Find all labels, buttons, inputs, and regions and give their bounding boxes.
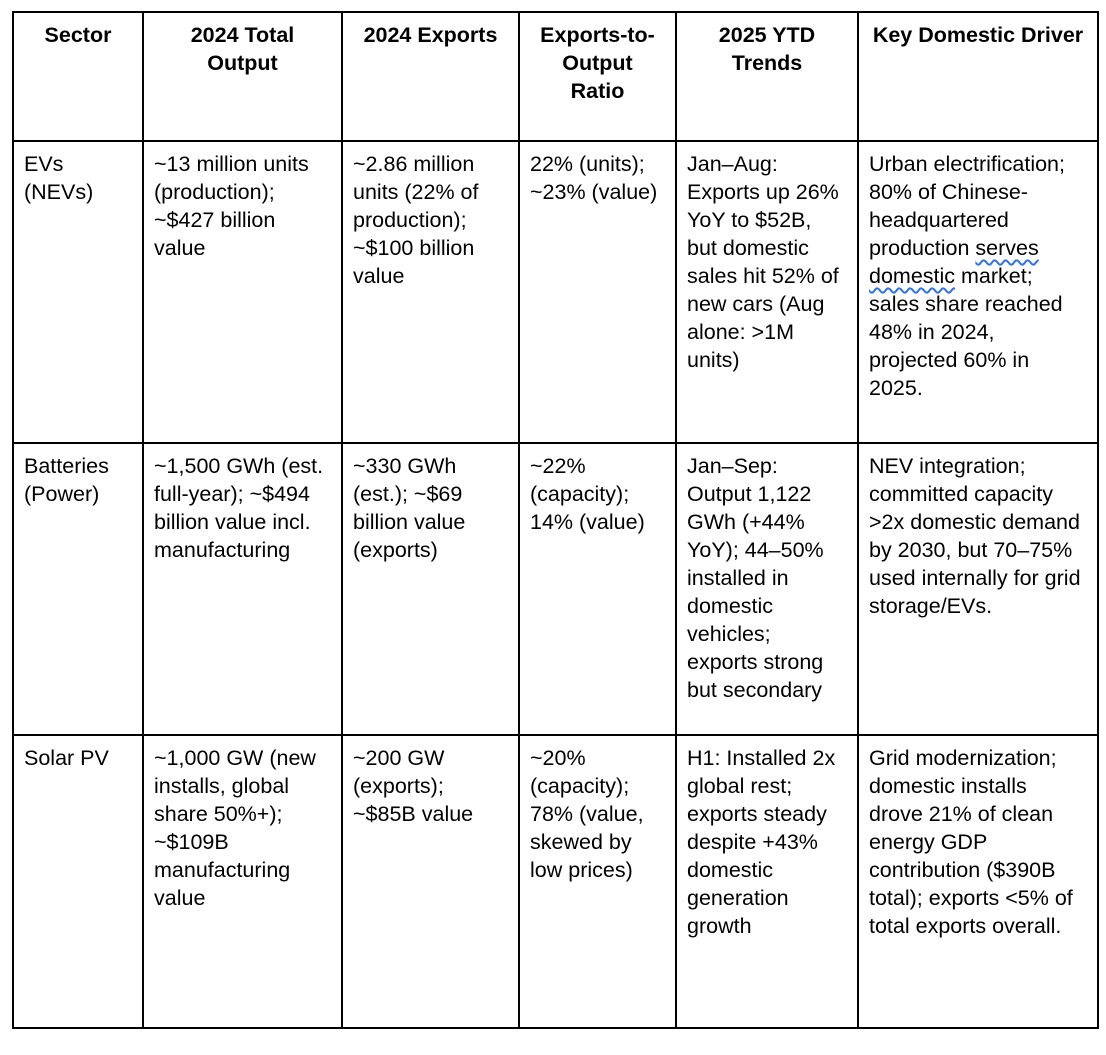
sector-comparison-table: Sector 2024 Total Output 2024 Exports Ex…	[12, 11, 1099, 1029]
cell-evs-exports[interactable]: ~2.86 million units (22% of production);…	[341, 140, 520, 444]
cell-batteries-total-output[interactable]: ~1,500 GWh (est. full-year); ~$494 billi…	[142, 442, 343, 736]
cell-evs-ratio[interactable]: 22% (units); ~23% (value)	[518, 140, 677, 444]
col-header-ytd-trends-label: 2025 YTD Trends	[718, 23, 816, 75]
misspelled-word: serves	[975, 236, 1039, 260]
col-header-exports-to-output-ratio[interactable]: Exports-to-Output Ratio	[518, 11, 677, 142]
cell-batteries-sector[interactable]: Batteries (Power)	[12, 442, 144, 736]
col-header-exports[interactable]: 2024 Exports	[341, 11, 520, 142]
row-evs: EVs (NEVs) ~13 million units (production…	[12, 140, 1099, 444]
col-header-total-output[interactable]: 2024 Total Output	[142, 11, 343, 142]
cell-evs-total-output[interactable]: ~13 million units (production); ~$427 bi…	[142, 140, 343, 444]
header-row: Sector 2024 Total Output 2024 Exports Ex…	[12, 11, 1099, 142]
cell-evs-ytd-trends[interactable]: Jan–Aug: Exports up 26% YoY to $52B, but…	[675, 140, 859, 444]
row-batteries: Batteries (Power) ~1,500 GWh (est. full-…	[12, 442, 1099, 736]
cell-solar-total-output[interactable]: ~1,000 GW (new installs, global share 50…	[142, 734, 343, 1029]
cell-batteries-exports[interactable]: ~330 GWh (est.); ~$69 billion value (exp…	[341, 442, 520, 736]
cell-solar-ytd-trends[interactable]: H1: Installed 2x global rest; exports st…	[675, 734, 859, 1029]
cell-solar-exports[interactable]: ~200 GW (exports); ~$85B value	[341, 734, 520, 1029]
cell-batteries-ytd-trends[interactable]: Jan–Sep: Output 1,122 GWh (+44% YoY); 44…	[675, 442, 859, 736]
col-header-exports-to-output-ratio-label: Exports-to-Output Ratio	[540, 23, 655, 103]
cell-solar-ratio[interactable]: ~20% (capacity); 78% (value, skewed by l…	[518, 734, 677, 1029]
cell-batteries-ratio[interactable]: ~22% (capacity); 14% (value)	[518, 442, 677, 736]
text-fragment: Urban electrification; 80% of Chinese-he…	[869, 152, 1065, 260]
cell-evs-domestic-driver[interactable]: Urban electrification; 80% of Chinese-he…	[857, 140, 1099, 444]
cell-evs-sector[interactable]: EVs (NEVs)	[12, 140, 144, 444]
cell-batteries-domestic-driver[interactable]: NEV integration; committed capacity >2x …	[857, 442, 1099, 736]
misspelled-word: domestic	[869, 264, 956, 288]
cell-solar-domestic-driver[interactable]: Grid modernization; domestic installs dr…	[857, 734, 1099, 1029]
text-fragment: market; sales share reached 48% in 2024,…	[869, 264, 1063, 400]
row-solar-pv: Solar PV ~1,000 GW (new installs, global…	[12, 734, 1099, 1029]
cell-solar-sector[interactable]: Solar PV	[12, 734, 144, 1029]
col-header-key-domestic-driver-label: Key Domestic Driver	[872, 23, 1084, 47]
col-header-ytd-trends[interactable]: 2025 YTD Trends	[675, 11, 859, 142]
col-header-exports-label: 2024 Exports	[363, 23, 498, 47]
col-header-sector-label: Sector	[44, 23, 112, 47]
col-header-sector[interactable]: Sector	[12, 11, 144, 142]
col-header-key-domestic-driver[interactable]: Key Domestic Driver	[857, 11, 1099, 142]
col-header-total-output-label: 2024 Total Output	[190, 23, 295, 75]
